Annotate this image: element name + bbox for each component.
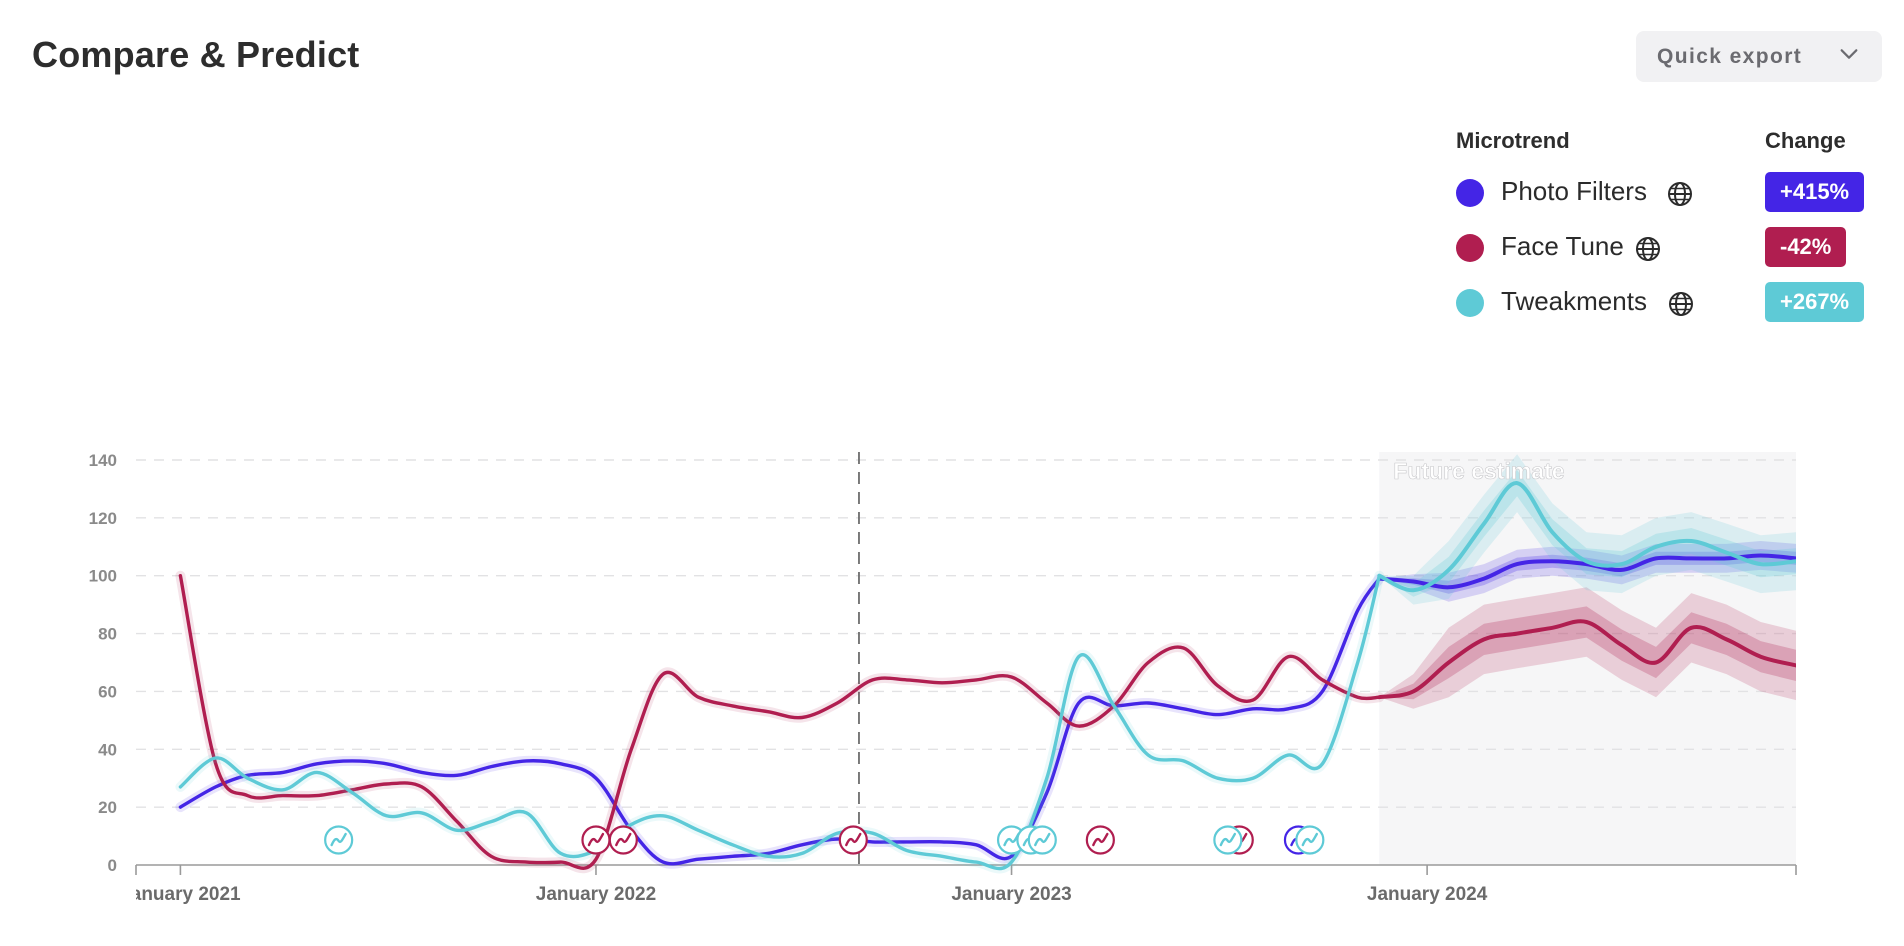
future-estimate-region (1379, 452, 1796, 865)
forecast-band-outer (1379, 541, 1796, 602)
trend-marker-glyph (1092, 832, 1109, 847)
forecast-line (1377, 619, 1796, 700)
change-badge: -42% (1765, 227, 1847, 267)
forecast-band-outer (1379, 587, 1796, 709)
legend-item-label: Face Tune (1501, 231, 1624, 261)
trend-marker-glyph (587, 832, 605, 847)
page-title: Compare & Predict (32, 34, 360, 75)
quick-export-button[interactable]: Quick export (1636, 31, 1882, 82)
legend: Microtrend Change Photo Filters +415% Fa… (1456, 128, 1876, 338)
legend-item-photo-filters[interactable]: Photo Filters +415% (1456, 172, 1876, 216)
x-tick-label: January 2021 (120, 884, 241, 905)
microtrend-header: Microtrend (1456, 128, 1570, 153)
legend-item-face-tune[interactable]: Face Tune -42% (1456, 227, 1876, 271)
trend-marker-glyph (1301, 832, 1319, 847)
globe-icon[interactable] (1666, 180, 1694, 208)
change-badge: +267% (1765, 282, 1865, 322)
trend-chart: 0 20 40 60 80 100 120 140 January 2021 January 20… (89, 451, 1797, 905)
series-line-glow (175, 573, 1385, 869)
series-color-dot (1456, 234, 1484, 262)
series-color-dot (1456, 179, 1484, 207)
trend-marker-glyph (330, 832, 347, 847)
y-tick-label: 140 (89, 451, 117, 470)
trend-marker-icon (324, 825, 354, 855)
series-line-glow (175, 570, 1385, 874)
series-line (178, 574, 1381, 871)
trend-marker-icon (1295, 825, 1325, 855)
globe-icon[interactable] (1634, 235, 1662, 263)
x-tick-label: January 2024 (1367, 884, 1488, 905)
trend-marker-icon (838, 825, 868, 855)
x-tick-label: January 2022 (536, 884, 656, 905)
series-line (178, 576, 1381, 866)
quick-export-label: Quick export (1657, 44, 1803, 68)
forecast-line (1377, 481, 1796, 593)
legend-item-label: Tweakments (1501, 286, 1647, 316)
future-estimate-label: Future estimate (1393, 458, 1564, 484)
trend-marker-icon (1027, 825, 1057, 855)
trend-marker-icon (1213, 825, 1243, 855)
change-badge: +415% (1765, 172, 1865, 212)
y-tick-label: 20 (98, 798, 117, 817)
y-tick-label: 120 (89, 509, 117, 528)
trend-marker-glyph (845, 832, 862, 847)
series-color-dot (1456, 289, 1484, 317)
legend-item-tweakments[interactable]: Tweakments +267% (1456, 282, 1876, 326)
trend-marker-glyph (1034, 832, 1051, 847)
trend-marker-glyph (1219, 832, 1237, 847)
y-tick-label: 60 (98, 682, 117, 701)
forecast-band-outer (1379, 454, 1796, 605)
trend-marker-glyph (615, 832, 632, 847)
series-line-glow (175, 570, 1385, 874)
series-line (178, 574, 1381, 870)
chevron-down-icon (1838, 43, 1860, 71)
change-header: Change (1765, 128, 1846, 153)
y-tick-label: 80 (98, 625, 117, 644)
y-tick-label: 0 (108, 856, 117, 875)
y-tick-label: 100 (89, 567, 117, 586)
trend-marker-glyph (1003, 832, 1020, 847)
trend-marker-icon (581, 825, 611, 855)
forecast-line (1377, 553, 1796, 590)
trend-marker-icon (1085, 825, 1115, 855)
globe-icon[interactable] (1667, 290, 1695, 318)
y-tick-label: 40 (98, 740, 117, 759)
legend-item-label: Photo Filters (1501, 176, 1647, 206)
x-tick-label: January 2023 (951, 884, 1071, 905)
trend-marker-icon (608, 825, 638, 855)
